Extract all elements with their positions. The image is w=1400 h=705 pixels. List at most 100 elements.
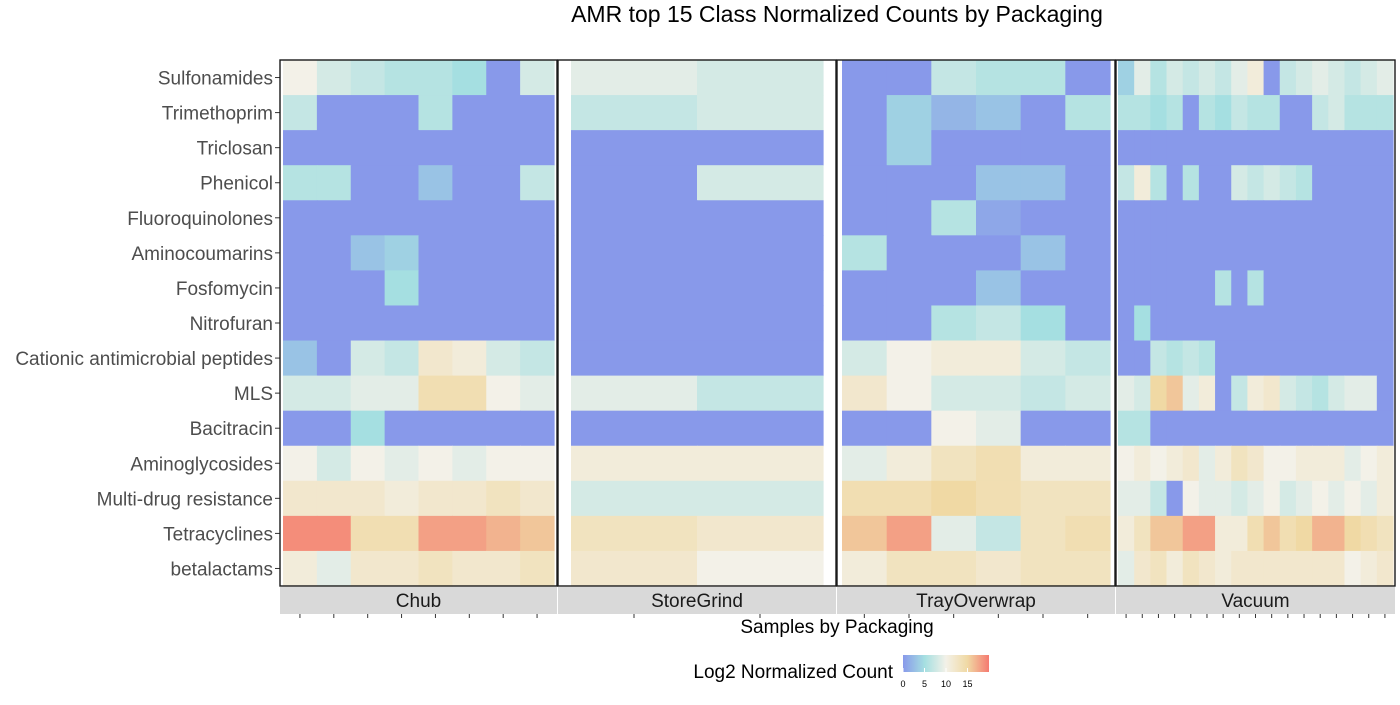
heatmap-cell <box>384 305 420 342</box>
heatmap-cell <box>1328 165 1346 201</box>
heatmap-cell <box>283 165 318 201</box>
heatmap-cell <box>571 480 698 517</box>
heatmap-cell <box>520 515 555 552</box>
heatmap-cell <box>1215 235 1232 271</box>
heatmap-cell <box>350 235 386 271</box>
heatmap-cell <box>1263 445 1281 482</box>
heatmap-cell <box>1312 340 1329 377</box>
heatmap-cell <box>1134 410 1151 447</box>
panel-label: StoreGrind <box>651 591 743 612</box>
heatmap-cell <box>452 515 487 552</box>
heatmap-cell <box>842 305 888 342</box>
heatmap-cell <box>1020 340 1066 377</box>
heatmap-cell <box>418 305 453 342</box>
heatmap-cell <box>1247 235 1265 271</box>
heatmap-cell <box>1376 60 1394 96</box>
heatmap-cell <box>1360 130 1378 166</box>
heatmap-cell <box>1328 445 1346 482</box>
heatmap-cell <box>283 270 318 307</box>
heatmap-cell <box>316 165 352 201</box>
heatmap-cell <box>1198 95 1216 131</box>
heatmap-cell <box>486 95 521 131</box>
heatmap-cell <box>1279 95 1297 131</box>
heatmap-cell <box>931 95 977 131</box>
heatmap-cell <box>1215 305 1232 342</box>
heatmap-cell <box>1247 270 1265 307</box>
heatmap-cell <box>1328 340 1346 377</box>
heatmap-cell <box>1150 130 1168 166</box>
heatmap-cell <box>452 235 487 271</box>
heatmap-cell <box>1134 515 1151 552</box>
heatmap-cell <box>1295 410 1313 447</box>
heatmap-cell <box>1279 340 1297 377</box>
heatmap-cell <box>1118 515 1135 552</box>
heatmap-cell <box>842 130 888 166</box>
heatmap-cell <box>1134 340 1151 377</box>
legend-tick-label: 10 <box>941 679 951 689</box>
heatmap-cell <box>1328 235 1346 271</box>
heatmap-cell <box>316 445 352 482</box>
heatmap-cell <box>1150 165 1168 201</box>
heatmap-cell <box>1215 515 1232 552</box>
heatmap-cell <box>1231 340 1249 377</box>
heatmap-cell <box>1279 375 1297 412</box>
heatmap-cell <box>1295 550 1313 587</box>
heatmap-cell <box>1312 445 1329 482</box>
heatmap-cell <box>486 550 521 587</box>
heatmap-cell <box>1247 515 1265 552</box>
panel-strip <box>558 587 836 614</box>
heatmap-cell <box>1118 445 1135 482</box>
heatmap-cell <box>384 375 420 412</box>
heatmap-cell <box>976 340 1022 377</box>
heatmap-cell <box>1376 515 1394 552</box>
heatmap-cell <box>350 410 386 447</box>
heatmap-cell <box>452 305 487 342</box>
heatmap-cell <box>842 200 888 236</box>
heatmap-cell <box>886 375 932 412</box>
heatmap-cell <box>350 200 386 236</box>
heatmap-cell <box>976 200 1022 236</box>
heatmap-cell <box>1360 270 1378 307</box>
heatmap-cell <box>1065 60 1111 96</box>
heatmap-cell <box>1376 235 1394 271</box>
heatmap-cell <box>418 375 453 412</box>
heatmap-cell <box>1166 165 1184 201</box>
heatmap-cell <box>571 270 698 307</box>
heatmap-cell <box>1295 235 1313 271</box>
heatmap-cell <box>886 235 932 271</box>
heatmap-cell <box>842 95 888 131</box>
heatmap-cell <box>1376 305 1394 342</box>
heatmap-cell <box>1312 235 1329 271</box>
panel-border <box>836 59 1116 587</box>
heatmap-cell <box>520 200 555 236</box>
heatmap-cell <box>697 60 824 96</box>
heatmap-cell <box>1118 200 1135 236</box>
heatmap-cell <box>520 235 555 271</box>
heatmap-cell <box>1344 95 1362 131</box>
heatmap-cell <box>350 270 386 307</box>
heatmap-cell <box>571 375 698 412</box>
heatmap-cell <box>1166 95 1184 131</box>
heatmap-cell <box>1328 95 1346 131</box>
heatmap-cell <box>1198 200 1216 236</box>
heatmap-cell <box>697 130 824 166</box>
heatmap-cell <box>1263 550 1281 587</box>
heatmap-cell <box>1279 305 1297 342</box>
heatmap-cell <box>1182 375 1200 412</box>
heatmap-cell <box>697 95 824 131</box>
heatmap-cell <box>1166 60 1184 96</box>
heatmap-cell <box>1215 95 1232 131</box>
heatmap-cell <box>384 235 420 271</box>
heatmap-cell <box>1247 375 1265 412</box>
heatmap-cell <box>842 410 888 447</box>
heatmap-cell <box>1328 60 1346 96</box>
heatmap-cell <box>1344 60 1362 96</box>
heatmap-cell <box>486 200 521 236</box>
heatmap-cell <box>283 305 318 342</box>
heatmap-cell <box>1231 515 1249 552</box>
heatmap-cell <box>418 445 453 482</box>
heatmap-cell <box>886 445 932 482</box>
heatmap-cell <box>1150 550 1168 587</box>
heatmap-cell <box>842 340 888 377</box>
heatmap-cell <box>1118 270 1135 307</box>
